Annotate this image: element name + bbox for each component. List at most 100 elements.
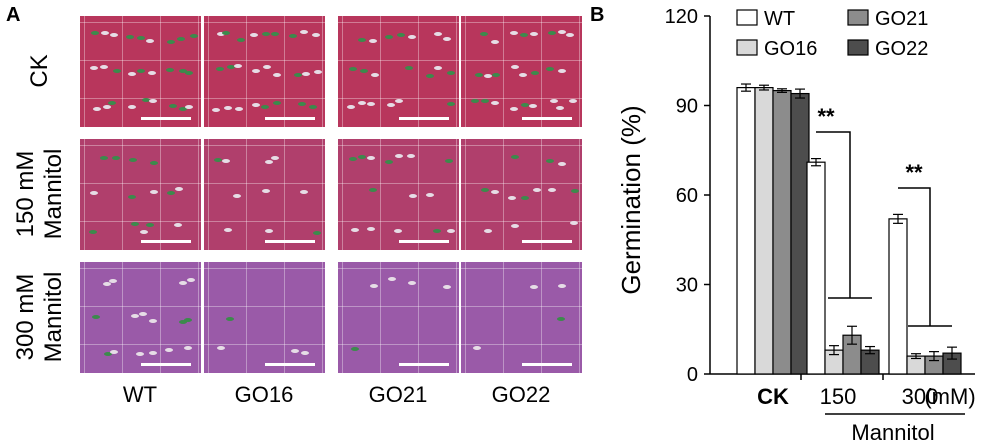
legend-label-go21: GO21 [875,8,928,30]
seedling-mark [224,228,233,233]
seedling-mark [408,280,417,285]
seedling-mark [215,66,224,71]
legend-swatch-go16 [736,39,758,56]
seedling-mark [473,346,481,351]
seedling-mark [520,195,529,200]
seedling-mark [312,230,321,235]
seedling-mark [103,351,112,356]
scale-bar [522,117,572,120]
seedling-mark [128,194,137,199]
seedling-mark [136,35,145,40]
seedling-photo-mannitol-150-wt [80,139,201,250]
panel-a-letter: A [6,4,21,26]
seedling-mark [178,319,187,324]
seedling-mark [108,101,117,106]
seedling-mark [140,229,149,234]
bar-wt-ck [736,86,756,375]
seedling-mark [446,71,455,76]
seedling-mark [569,221,578,226]
y-tick-label: 120 [665,6,698,28]
seedling-mark [165,68,174,73]
seedling-photo-ck-go22 [461,16,582,127]
seedling-mark [265,159,274,164]
seedling-mark [480,188,489,193]
seedling-mark [366,101,375,106]
seedling-mark [404,66,413,71]
seedling-mark [128,104,137,109]
column-label-go21: GO21 [368,382,428,407]
scale-bar [141,363,191,366]
seedling-mark [532,187,541,192]
seedling-mark [270,156,279,161]
seedling-mark [149,350,158,355]
seedling-mark [529,285,538,290]
seedling-mark [518,73,527,78]
seedling-mark [252,102,261,107]
column-label-go22: GO22 [491,382,551,407]
y-tick-label: 90 [676,96,698,118]
bar-wt-150 [806,161,826,375]
seedling-mark [177,36,186,41]
seedling-mark [262,32,271,37]
x-tick-label-300: 300 [902,384,939,409]
scale-bar [265,117,315,120]
seedling-mark [530,32,539,37]
bar-go22-ck [790,92,810,375]
seedling-mark [128,71,137,76]
seedling-mark [100,155,109,160]
seedling-mark [425,192,434,197]
seedling-mark [480,99,489,104]
seedling-mark [511,154,520,159]
seedling-mark [273,101,282,106]
seedling-photo-ck-go16 [204,16,325,127]
x-tick-label-150: 150 [820,384,857,409]
seedling-mark [165,347,174,352]
seedling-mark [146,39,155,44]
legend-swatch-go22 [847,39,869,56]
seedling-mark [252,69,261,74]
seedling-mark [91,31,100,36]
seedling-mark [262,189,271,194]
seedling-mark [408,194,417,199]
seedling-photo-mannitol-150-go16 [204,139,325,250]
seedling-mark [108,278,117,283]
seedling-mark [447,102,456,107]
seedling-mark [519,33,528,38]
seedling-mark [290,349,299,354]
column-label-wt: WT [122,382,158,407]
seedling-mark [434,32,443,37]
seedling-mark [394,153,403,158]
seedling-mark [233,193,242,198]
seedling-mark [234,106,243,111]
seedling-mark [510,106,519,111]
seedling-mark [351,228,360,233]
seedling-mark [445,159,453,164]
seedling-mark [570,188,579,193]
seedling-mark [227,64,236,69]
seedling-photo-ck-go21 [338,16,459,127]
seedling-mark [312,33,321,38]
seedling-mark [179,281,188,286]
seedling-mark [148,319,157,324]
seedling-mark [166,39,175,44]
seedling-mark [131,221,140,226]
seedling-mark [425,73,434,78]
seedling-photo-mannitol-300-wt [80,262,201,373]
seedling-mark [233,64,242,69]
seedling-mark [236,38,245,43]
seedling-mark [346,105,355,110]
mannitol-group-label: Mannitol [851,420,934,445]
seedling-mark [178,106,187,111]
seedling-mark [309,105,318,110]
seedling-mark [184,317,193,322]
seedling-photo-mannitol-300-go22 [461,262,582,373]
scale-bar [265,240,315,243]
seedling-mark [224,105,233,110]
bar-wt-300 [888,218,908,375]
seedling-mark [384,34,393,39]
seedling-mark [408,34,417,39]
scale-bar [265,363,315,366]
seedling-mark [550,99,559,104]
seedling-mark [557,69,566,74]
seedling-mark [397,33,406,38]
